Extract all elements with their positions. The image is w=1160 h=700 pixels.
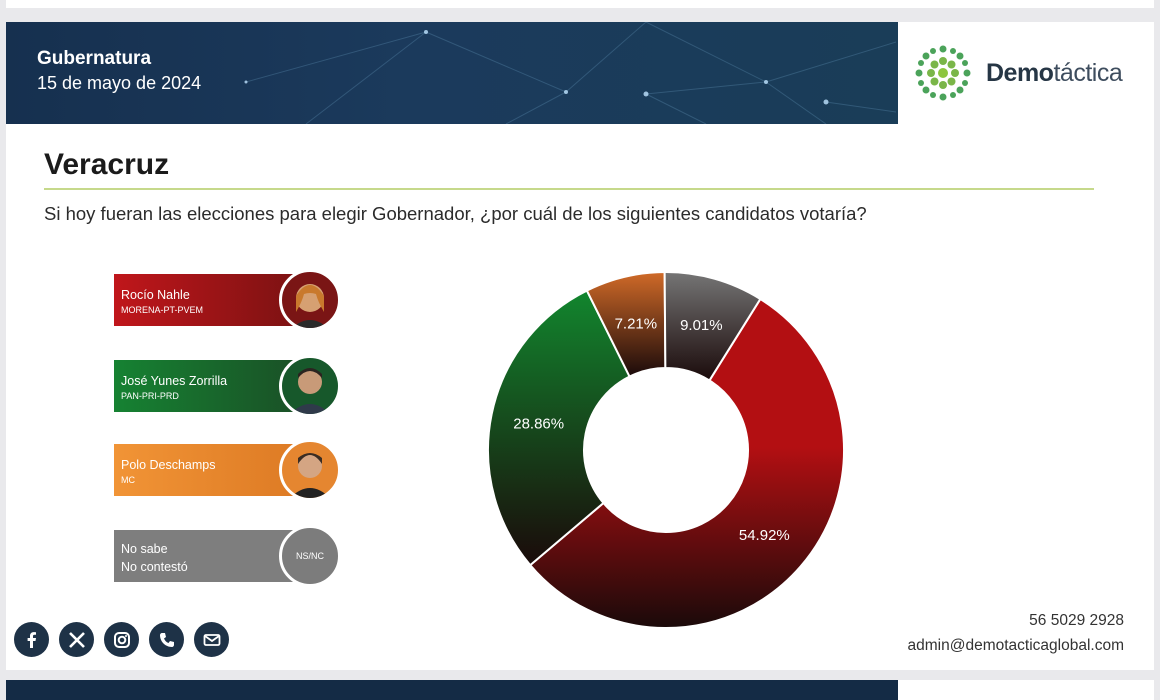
title-divider xyxy=(44,188,1094,190)
phone-icon[interactable] xyxy=(149,622,184,657)
candidate-avatar xyxy=(279,355,341,417)
donut-slice-0 xyxy=(528,297,845,629)
candidate-avatar xyxy=(279,269,341,331)
next-card-edge xyxy=(6,680,1154,700)
candidate-name: Polo Deschamps xyxy=(121,458,216,472)
vote-donut-chart: 54.92% 28.86% 7.21% 9.01% xyxy=(487,270,845,629)
slice-label-1: 28.86% xyxy=(513,416,564,433)
legend-item-nahle: Rocío Nahle MORENA-PT-PVEM xyxy=(114,269,342,331)
slice-label-2: 7.21% xyxy=(615,316,658,333)
facebook-icon[interactable] xyxy=(14,622,49,657)
legend-bar xyxy=(114,274,304,326)
nsnc-label-1: No sabe xyxy=(121,542,168,556)
region-title: Veracruz xyxy=(44,148,170,181)
poll-card: Gubernatura 15 de mayo de 2024 xyxy=(6,22,1154,670)
logo-text-bold: Demo xyxy=(986,59,1054,87)
candidate-party: MORENA-PT-PVEM xyxy=(121,305,204,315)
network-background xyxy=(244,22,897,124)
header-title: Gubernatura xyxy=(37,48,152,69)
legend-item-deschamps: Polo Deschamps MC xyxy=(114,439,342,501)
slice-label-3: 9.01% xyxy=(680,317,723,334)
mail-icon[interactable] xyxy=(194,622,229,657)
logo-text: Demotáctica xyxy=(986,59,1123,88)
portrait-icon xyxy=(290,453,330,498)
portrait-icon xyxy=(292,284,328,328)
contact-email: admin@demotacticaglobal.com xyxy=(907,637,1124,654)
logo-text-thin: táctica xyxy=(1053,59,1123,87)
instagram-icon[interactable] xyxy=(104,622,139,657)
contact-phone: 56 5029 2928 xyxy=(1029,612,1124,629)
legend-bar xyxy=(114,530,304,582)
legend-item-yunes: José Yunes Zorrilla PAN-PRI-PRD xyxy=(114,355,342,417)
portrait-icon xyxy=(290,368,330,414)
legend-bar xyxy=(114,360,304,412)
candidate-avatar xyxy=(279,439,341,501)
nsnc-badge: NS/NC xyxy=(279,525,341,587)
x-icon[interactable] xyxy=(59,622,94,657)
slice-label-0: 54.92% xyxy=(739,527,790,544)
candidate-name: Rocío Nahle xyxy=(121,288,190,302)
candidate-name: José Yunes Zorrilla xyxy=(121,374,228,388)
social-links xyxy=(14,622,229,658)
candidate-party: MC xyxy=(121,475,135,485)
donut-slice-3 xyxy=(663,271,762,382)
nsnc-label-2: No contestó xyxy=(121,560,188,574)
candidate-party: PAN-PRI-PRD xyxy=(121,391,179,401)
donut-slice-1 xyxy=(487,289,631,567)
header-date: 15 de mayo de 2024 xyxy=(37,73,202,93)
demotactica-logo: Demotáctica xyxy=(914,44,1144,104)
legend-bar xyxy=(114,444,304,496)
header-banner: Gubernatura 15 de mayo de 2024 xyxy=(6,22,898,124)
previous-card-edge xyxy=(6,0,1154,8)
survey-question: Si hoy fueran las elecciones para elegir… xyxy=(44,203,867,224)
logo-mark-icon xyxy=(915,45,971,101)
legend-item-nsnc: No sabe No contestó NS/NC xyxy=(114,525,342,587)
